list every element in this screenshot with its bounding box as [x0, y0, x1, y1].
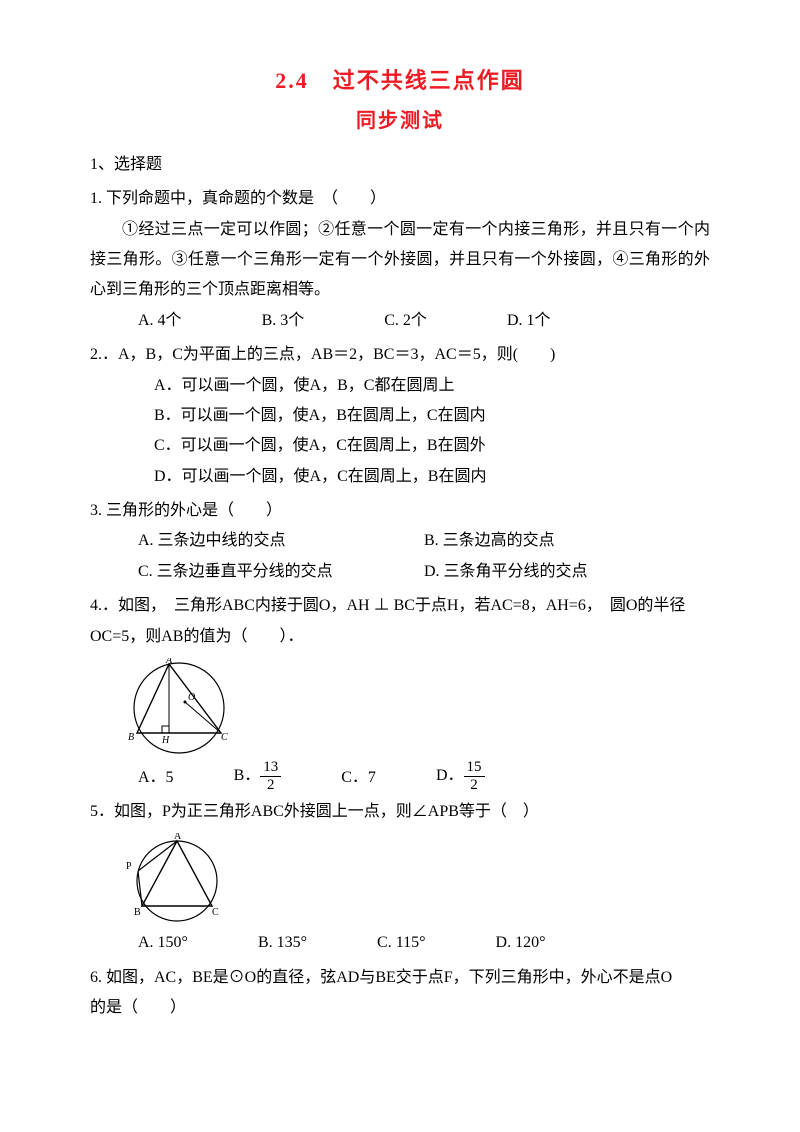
- svg-text:C: C: [221, 732, 228, 743]
- q1-opt-a: A. 4个: [138, 306, 182, 336]
- page-title: 2.4 过不共线三点作圆: [90, 60, 710, 102]
- svg-text:B: B: [134, 907, 141, 918]
- svg-text:H: H: [161, 735, 170, 746]
- q4-figure: A B C H O: [122, 658, 710, 758]
- q1-opt-c: C. 2个: [384, 306, 427, 336]
- q3-opt-a: A. 三条边中线的交点: [138, 526, 424, 556]
- q2-opt-d: D．可以画一个圆，使A，C在圆周上，B在圆内: [154, 462, 710, 492]
- q1-stem: 1. 下列命题中，真命题的个数是 （ ）: [90, 184, 710, 214]
- q3-opt-b: B. 三条边高的交点: [424, 526, 710, 556]
- q5-options: A. 150° B. 135° C. 115° D. 120°: [90, 928, 710, 958]
- svg-text:B: B: [128, 732, 134, 743]
- q4-opt-a: A．5: [138, 763, 174, 793]
- q5-opt-a: A. 150°: [138, 928, 188, 958]
- q4-opt-d: D．152: [436, 760, 485, 793]
- q2-stem: 2.．A，B，C为平面上的三点，AB＝2，BC＝3，AC＝5，则( ): [90, 340, 710, 370]
- q4-opt-b: B．132: [234, 760, 282, 793]
- question-4: 4.．如图， 三角形ABC内接于圆O，AH ⊥ BC于点H，若AC=8，AH=6…: [90, 591, 710, 793]
- q5-stem: 5．如图，P为正三角形ABC外接圆上一点，则∠APB等于（ ）: [90, 797, 710, 827]
- q3-stem: 3. 三角形的外心是（ ）: [90, 496, 710, 526]
- question-6: 6. 如图，AC，BE是⊙O的直径，弦AD与BE交于点F，下列三角形中，外心不是…: [90, 963, 710, 1024]
- q2-opt-a: A．可以画一个圆，使A，B，C都在圆周上: [154, 371, 710, 401]
- q5-figure: A B C P: [122, 833, 710, 928]
- svg-text:A: A: [165, 658, 173, 666]
- q1-opt-d: D. 1个: [507, 306, 551, 336]
- svg-text:O: O: [188, 692, 195, 703]
- q1-body: ①经过三点一定可以作圆；②任意一个圆一定有一个内接三角形，并且只有一个内接三角形…: [90, 215, 710, 306]
- svg-text:C: C: [212, 907, 219, 918]
- svg-text:P: P: [126, 861, 132, 872]
- q2-opt-c: C．可以画一个圆，使A，C在圆周上，B在圆外: [154, 431, 710, 461]
- q3-opt-d: D. 三条角平分线的交点: [424, 557, 710, 587]
- q3-opt-c: C. 三条边垂直平分线的交点: [138, 557, 424, 587]
- q2-options: A．可以画一个圆，使A，B，C都在圆周上 B．可以画一个圆，使A，B在圆周上，C…: [90, 371, 710, 493]
- q1-opt-b: B. 3个: [262, 306, 305, 336]
- question-5: 5．如图，P为正三角形ABC外接圆上一点，则∠APB等于（ ） A B C P …: [90, 797, 710, 959]
- section-heading: 1、选择题: [90, 150, 710, 180]
- q6-stem-line2: 的是（ ）: [90, 993, 710, 1023]
- q5-opt-b: B. 135°: [258, 928, 307, 958]
- q6-stem-line1: 6. 如图，AC，BE是⊙O的直径，弦AD与BE交于点F，下列三角形中，外心不是…: [90, 963, 710, 993]
- q2-opt-b: B．可以画一个圆，使A，B在圆周上，C在圆内: [154, 401, 710, 431]
- q4-stem-line1: 4.．如图， 三角形ABC内接于圆O，AH ⊥ BC于点H，若AC=8，AH=6…: [90, 591, 710, 621]
- question-3: 3. 三角形的外心是（ ） A. 三条边中线的交点 B. 三条边高的交点 C. …: [90, 496, 710, 587]
- q4-opt-c: C．7: [341, 763, 376, 793]
- q3-options: A. 三条边中线的交点 B. 三条边高的交点 C. 三条边垂直平分线的交点 D.…: [90, 526, 710, 587]
- q5-opt-d: D. 120°: [496, 928, 546, 958]
- svg-text:A: A: [174, 833, 182, 842]
- q4-stem-line2: OC=5，则AB的值为（ ）．: [90, 622, 710, 652]
- question-2: 2.．A，B，C为平面上的三点，AB＝2，BC＝3，AC＝5，则( ) A．可以…: [90, 340, 710, 492]
- q1-options: A. 4个 B. 3个 C. 2个 D. 1个: [90, 306, 710, 336]
- q5-opt-c: C. 115°: [377, 928, 425, 958]
- q4-options: A．5 B．132 C．7 D．152: [90, 760, 710, 793]
- question-1: 1. 下列命题中，真命题的个数是 （ ） ①经过三点一定可以作圆；②任意一个圆一…: [90, 184, 710, 336]
- page-subtitle: 同步测试: [90, 102, 710, 140]
